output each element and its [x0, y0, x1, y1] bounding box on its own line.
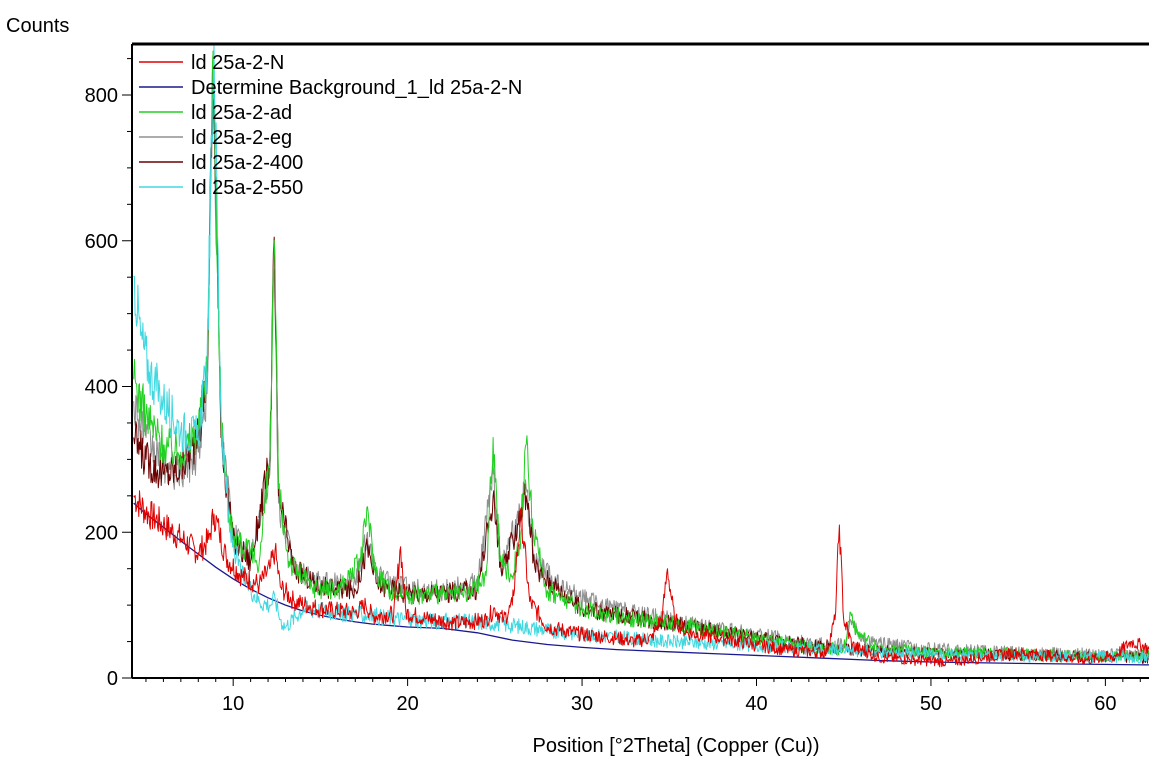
- legend-label: ld 25a-2-550: [191, 177, 303, 199]
- legend-label: ld 25a-2-N: [191, 52, 284, 74]
- y-tick-label: 200: [85, 522, 118, 544]
- series-line: [133, 490, 1149, 668]
- x-axis-title: Position [°2Theta] (Copper (Cu)): [532, 735, 819, 757]
- series-line: [133, 502, 1149, 666]
- legend-label: Determine Background_1_ld 25a-2-N: [191, 77, 522, 99]
- x-tick-label: 50: [920, 693, 942, 715]
- y-tick-label: 0: [107, 668, 118, 690]
- y-tick-label: 400: [85, 377, 118, 399]
- x-tick-label: 30: [571, 693, 593, 715]
- y-axis-title: Counts: [6, 15, 69, 37]
- y-tick-label: 600: [85, 231, 118, 253]
- x-tick-label: 10: [222, 693, 244, 715]
- legend-label: ld 25a-2-ad: [191, 102, 292, 124]
- legend: ld 25a-2-N Determine Background_1_ld 25a-…: [139, 52, 522, 199]
- x-tick-label: 60: [1094, 693, 1116, 715]
- x-tick-label: 40: [745, 693, 767, 715]
- series-line: [133, 79, 1149, 661]
- legend-label: ld 25a-2-400: [191, 152, 303, 174]
- series-layer: [133, 44, 1149, 668]
- legend-label: ld 25a-2-eg: [191, 127, 292, 149]
- y-tick-label: 800: [85, 85, 118, 107]
- x-tick-label: 20: [396, 693, 418, 715]
